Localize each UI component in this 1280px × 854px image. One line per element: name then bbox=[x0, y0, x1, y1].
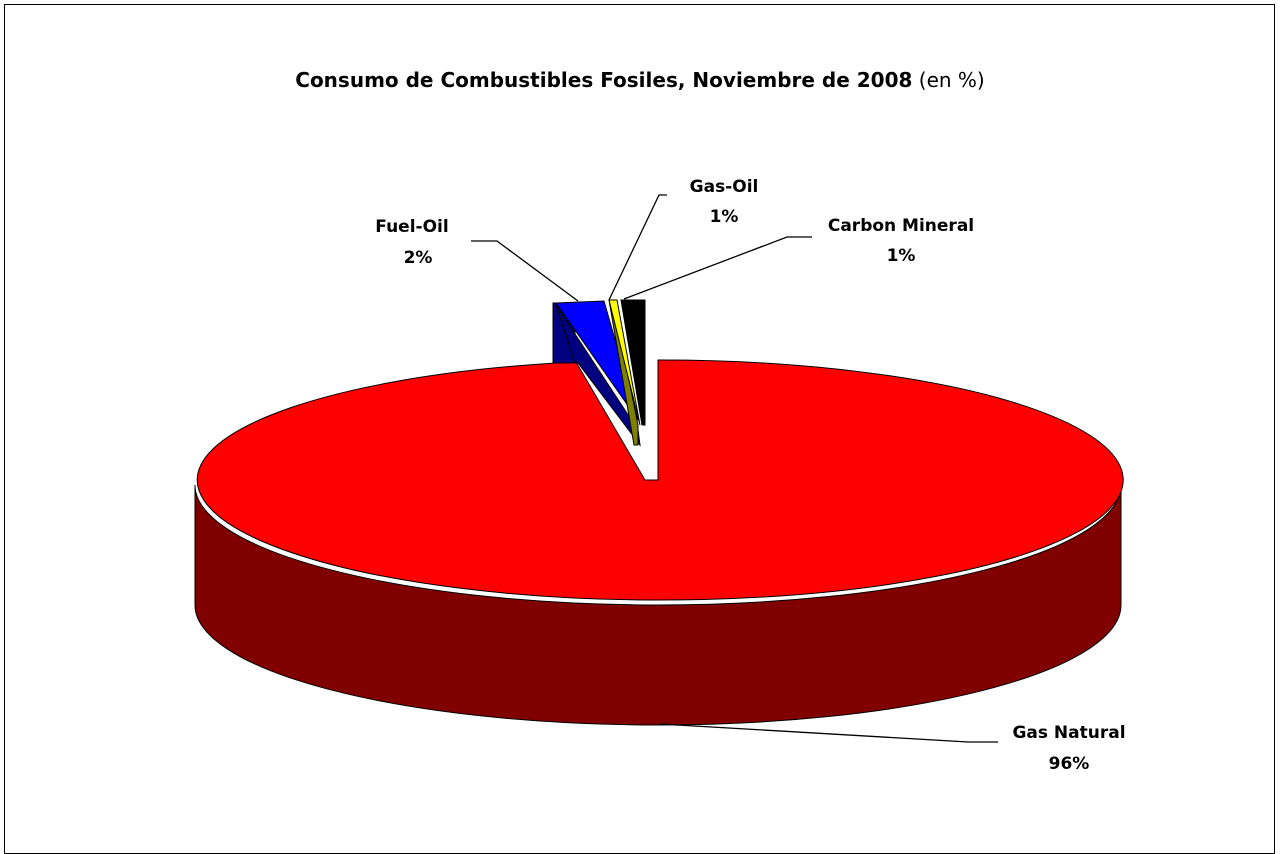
chart-title: Consumo de Combustibles Fosiles, Noviemb… bbox=[0, 68, 1280, 92]
label-gas-natural-value: 96% bbox=[1049, 754, 1090, 774]
slice-carbon-mineral bbox=[620, 299, 646, 426]
leader-line-gas-oil bbox=[608, 194, 667, 301]
slice-gas-natural-top bbox=[196, 359, 1124, 601]
slice-fuel-oil bbox=[552, 300, 641, 447]
label-carbon-mineral-value: 1% bbox=[887, 246, 916, 266]
slice-fuel-oil-side-inner bbox=[555, 304, 641, 447]
chart-title-main: Consumo de Combustibles Fosiles, Noviemb… bbox=[295, 68, 913, 92]
label-fuel-oil-value: 2% bbox=[404, 248, 433, 268]
leader-lines bbox=[471, 194, 998, 743]
label-fuel-oil-name: Fuel-Oil bbox=[375, 217, 448, 237]
leader-line-gas-natural bbox=[659, 723, 998, 743]
leader-line-carbon-mineral bbox=[623, 236, 812, 300]
leader-line-fuel-oil bbox=[471, 240, 579, 302]
label-carbon-mineral-name: Carbon Mineral bbox=[828, 216, 974, 236]
label-gas-oil: Gas-Oil 1% bbox=[690, 177, 759, 227]
slice-gas-natural-side bbox=[194, 484, 1122, 726]
chart-title-unit: (en %) bbox=[918, 68, 985, 92]
label-gas-oil-name: Gas-Oil bbox=[690, 177, 759, 197]
label-fuel-oil: Fuel-Oil 2% bbox=[375, 217, 448, 268]
label-gas-natural: Gas Natural 96% bbox=[1012, 723, 1125, 774]
label-gas-natural-name: Gas Natural bbox=[1012, 723, 1125, 743]
label-carbon-mineral: Carbon Mineral 1% bbox=[828, 216, 974, 266]
slice-gas-oil bbox=[608, 299, 641, 446]
slice-gas-oil-top bbox=[608, 299, 641, 426]
slice-carbon-mineral-shape bbox=[620, 299, 646, 426]
label-gas-oil-value: 1% bbox=[710, 207, 739, 227]
slice-gas-natural bbox=[194, 359, 1124, 726]
